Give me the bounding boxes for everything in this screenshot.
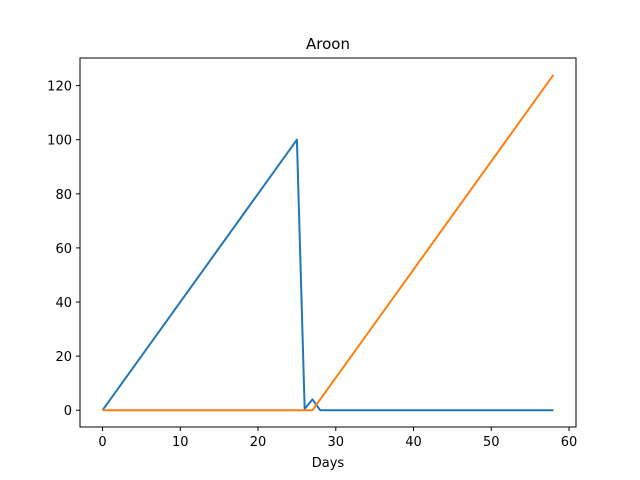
x-tick-label: 10 <box>172 435 189 450</box>
y-tick-label: 100 <box>47 134 72 149</box>
y-tick-label: 80 <box>55 188 72 203</box>
x-tick-label: 0 <box>98 435 106 450</box>
series-layer <box>101 74 555 412</box>
x-tick-label: 60 <box>561 435 578 450</box>
y-tick-label: 0 <box>64 404 72 419</box>
y-tick-label: 20 <box>55 350 72 365</box>
x-tick-label: 30 <box>328 435 345 450</box>
series-line-2 <box>102 74 555 412</box>
chart-title: Aroon <box>306 35 350 53</box>
x-axis-label: Days <box>312 456 345 471</box>
y-tick-label: 40 <box>55 296 72 311</box>
ticks-layer: 0 10 20 30 40 50 60 0 20 40 60 80 100 120 <box>47 80 577 450</box>
y-tick-label: 60 <box>55 242 72 257</box>
x-tick-label: 50 <box>483 435 500 450</box>
y-tick-label: 120 <box>47 80 72 95</box>
series-line-1 <box>101 138 554 412</box>
plot-frame <box>79 57 577 428</box>
x-tick-label: 40 <box>405 435 422 450</box>
x-tick-label: 20 <box>250 435 267 450</box>
